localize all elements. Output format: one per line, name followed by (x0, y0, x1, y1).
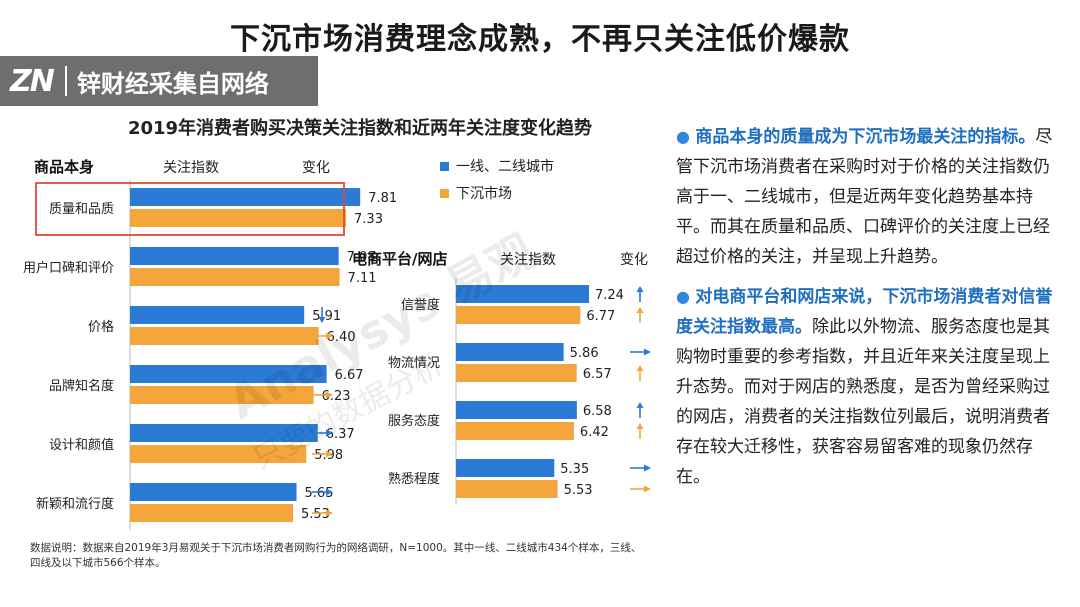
commentary-paragraph-2: ● 对电商平台和网店来说，下沉市场消费者对信誉度关注指数最高。除此以外物流、服务… (676, 282, 1066, 492)
paragraph-highlight: 对电商平台和网店来说，下沉市场消费者对信誉度关注指数最高。 (676, 287, 1053, 337)
data-label: 6.67 (335, 368, 364, 383)
change-up-icon (636, 423, 644, 439)
page-title: 下沉市场消费理念成熟，不再只关注低价爆款 (230, 22, 850, 57)
paragraph-highlight: 商品本身的质量成为下沉市场最关注的指标。 (695, 127, 1036, 147)
paragraph-text: 尽管下沉市场消费者在采购时对于价格的关注指数仍高于一、二线城市，但是近两年变化趋… (676, 127, 1053, 267)
change-up-icon (636, 402, 644, 418)
category-label: 新颖和流行度 (36, 496, 114, 512)
source-badge: ZN 锌财经采集自网络 (0, 56, 318, 106)
bar (130, 327, 319, 345)
bar (130, 445, 307, 463)
data-label: 6.57 (583, 367, 612, 382)
bullet-icon: ● (676, 127, 690, 146)
bar (456, 285, 589, 303)
data-label: 5.86 (570, 346, 599, 361)
category-label: 熟悉程度 (388, 471, 440, 487)
change-header: 变化 (302, 160, 330, 176)
change-header: 变化 (620, 252, 648, 268)
bar (130, 209, 347, 227)
value-header: 关注指数 (163, 160, 219, 176)
change-up-icon (636, 307, 644, 323)
legend-label: 一线、二线城市 (456, 158, 554, 175)
change-down-icon (318, 307, 326, 323)
legend-swatch (440, 162, 449, 171)
bar (130, 483, 297, 501)
paragraph-text: 除此以外物流、服务态度也是其购物时重要的参考指数，并且近年来关注度呈现上升态势。… (676, 317, 1050, 487)
bar (130, 365, 327, 383)
group-label: 商品本身 (34, 158, 94, 176)
data-label: 6.23 (322, 389, 351, 404)
data-label: 7.11 (348, 271, 377, 286)
change-flat-icon (630, 485, 651, 493)
bar (130, 188, 361, 206)
bar (130, 386, 314, 404)
data-label: 6.37 (326, 427, 355, 442)
bar (456, 343, 564, 361)
legend-swatch (440, 189, 449, 198)
source-text: 锌财经采集自网络 (76, 69, 269, 98)
change-up-icon (318, 269, 326, 285)
bar (130, 306, 305, 324)
data-label: 7.24 (595, 288, 624, 303)
bar (456, 480, 558, 498)
category-label: 品牌知名度 (49, 378, 114, 394)
data-label: 5.35 (560, 462, 589, 477)
data-label: 7.08 (347, 250, 376, 265)
change-up-icon (636, 365, 644, 381)
data-note: 数据说明：数据来自2019年3月易观关于下沉市场消费者网购行为的网络调研，N=1… (30, 542, 642, 569)
bar (130, 504, 293, 522)
data-label: 6.58 (583, 404, 612, 419)
change-up-icon (318, 210, 326, 226)
change-flat-icon (312, 450, 333, 458)
commentary: ● 商品本身的质量成为下沉市场最关注的指标。尽管下沉市场消费者在采购时对于价格的… (676, 122, 1066, 502)
group-label: 电商平台/网店 (352, 250, 447, 268)
category-label: 用户口碑和评价 (23, 260, 114, 276)
brand-logo: ZN (10, 63, 55, 99)
highlight-box (35, 182, 345, 236)
data-label: 5.53 (301, 507, 330, 522)
category-label: 信誉度 (401, 297, 440, 313)
chart-title: 2019年消费者购买决策关注指数和近两年关注度变化趋势 (127, 118, 593, 139)
badge-divider (64, 66, 67, 96)
change-up-icon (318, 189, 326, 205)
data-label: 6.42 (580, 425, 609, 440)
change-up-icon (636, 286, 644, 302)
bar (456, 401, 577, 419)
commentary-paragraph-1: ● 商品本身的质量成为下沉市场最关注的指标。尽管下沉市场消费者在采购时对于价格的… (676, 122, 1066, 272)
change-flat-icon (630, 464, 651, 472)
data-label: 5.91 (312, 309, 341, 324)
bar (456, 422, 574, 440)
data-label: 7.33 (354, 212, 383, 227)
data-label: 6.40 (327, 330, 356, 345)
bar (456, 306, 581, 324)
change-up-icon (318, 248, 326, 264)
change-flat-icon (312, 429, 333, 437)
change-flat-icon (312, 332, 333, 340)
category-label: 服务态度 (388, 413, 440, 429)
data-label: 5.53 (564, 483, 593, 498)
category-label: 质量和品质 (49, 202, 114, 217)
data-label: 7.81 (368, 191, 397, 206)
category-label: 物流情况 (388, 356, 440, 371)
category-label: 价格 (88, 319, 114, 335)
bullet-icon: ● (676, 287, 690, 306)
change-flat-icon (312, 488, 333, 496)
change-flat-icon (312, 391, 333, 399)
change-up-icon (318, 366, 326, 382)
legend-label: 下沉市场 (456, 185, 512, 202)
change-flat-icon (630, 348, 651, 356)
data-label: 6.77 (586, 309, 615, 324)
value-header: 关注指数 (500, 252, 556, 268)
bar (130, 424, 318, 442)
bar (456, 459, 555, 477)
bar (456, 364, 577, 382)
change-flat-icon (312, 509, 333, 517)
bar (130, 247, 339, 265)
category-label: 设计和颜值 (49, 437, 114, 453)
bar (130, 268, 340, 286)
